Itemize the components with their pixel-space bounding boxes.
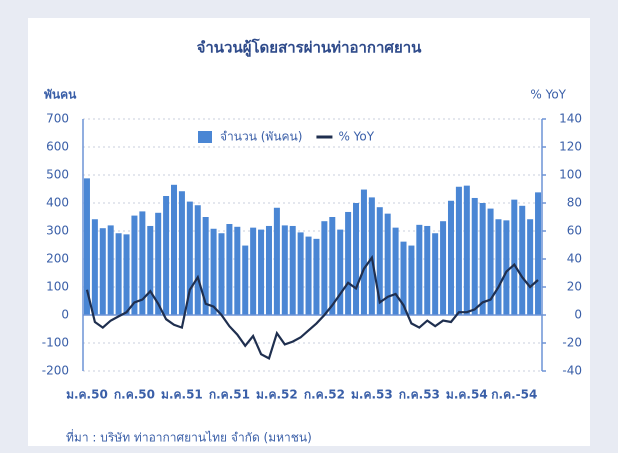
bar xyxy=(471,197,478,315)
y-tick-label: 600 xyxy=(46,140,69,154)
bar xyxy=(131,215,138,315)
x-tick-label: ก.ค.51 xyxy=(209,388,250,402)
y2-tick-label: 40 xyxy=(567,252,582,266)
legend-label: % YoY xyxy=(338,130,374,144)
y-tick-label: 700 xyxy=(46,112,69,126)
bar xyxy=(289,225,296,315)
bar xyxy=(155,212,162,315)
bar xyxy=(242,245,249,315)
legend-swatch xyxy=(198,131,212,143)
bar xyxy=(226,224,233,315)
bar xyxy=(392,227,399,315)
bar xyxy=(376,207,383,315)
x-tick-label: ก.ค.52 xyxy=(304,388,345,402)
chart-title: จำนวนผู้โดยสารผ่านท่าอากาศยาน xyxy=(197,38,423,58)
y2-tick-label: 140 xyxy=(559,112,582,126)
x-tick-label: ก.ค.-54 xyxy=(491,388,537,402)
y-tick-label: 300 xyxy=(46,224,69,238)
y-tick-label: 100 xyxy=(46,280,69,294)
bar xyxy=(297,232,304,315)
x-tick-label: ม.ค.50 xyxy=(66,388,108,402)
bar xyxy=(337,229,344,315)
bar xyxy=(202,217,209,315)
y-tick-label: -100 xyxy=(42,336,69,350)
bar xyxy=(479,203,486,315)
bar xyxy=(345,211,352,315)
y-tick-label: 200 xyxy=(46,252,69,266)
y2-tick-label: -40 xyxy=(562,364,582,378)
y2-axis-label: % YoY xyxy=(530,88,566,102)
bar xyxy=(250,227,257,315)
bar xyxy=(171,184,178,315)
x-tick-label: ก.ค.53 xyxy=(399,388,440,402)
bar xyxy=(107,225,114,315)
bar xyxy=(463,185,470,315)
x-tick-label: ม.ค.52 xyxy=(256,388,298,402)
y-tick-label: 0 xyxy=(61,308,69,322)
bar xyxy=(329,217,336,315)
x-tick-label: ม.ค.53 xyxy=(351,388,393,402)
yoy-line xyxy=(85,254,539,360)
bar xyxy=(273,207,280,315)
bar xyxy=(511,199,518,315)
bar xyxy=(186,201,193,315)
y-tick-label: 400 xyxy=(46,196,69,210)
bar xyxy=(487,208,494,315)
y2-tick-label: 120 xyxy=(559,140,582,154)
y2-tick-label: 100 xyxy=(559,168,582,182)
bar xyxy=(210,228,217,315)
y2-tick-label: 0 xyxy=(574,308,582,322)
bar xyxy=(115,233,122,315)
bar xyxy=(455,186,462,315)
bar xyxy=(519,205,526,315)
bar xyxy=(495,219,502,315)
y2-tick-label: -20 xyxy=(562,336,582,350)
x-tick-label: ม.ค.54 xyxy=(446,388,488,402)
bar xyxy=(432,233,439,315)
y-tick-label: 500 xyxy=(46,168,69,182)
y2-tick-label: 20 xyxy=(567,280,582,294)
bar xyxy=(360,189,367,315)
bar xyxy=(178,191,185,315)
bar xyxy=(321,221,328,315)
y-tick-label: -200 xyxy=(42,364,69,378)
bar xyxy=(99,228,106,315)
bar xyxy=(305,236,312,315)
bar xyxy=(163,196,170,315)
bar xyxy=(440,221,447,315)
bar xyxy=(424,225,431,315)
bar xyxy=(527,219,534,315)
bar xyxy=(384,213,391,315)
bar xyxy=(353,203,360,315)
bar xyxy=(408,245,415,315)
bar xyxy=(535,192,542,315)
bar xyxy=(83,178,90,315)
bar xyxy=(503,220,510,315)
source-note: ที่มา : บริษัท ท่าอากาศยานไทย จำกัด (มหา… xyxy=(66,429,312,445)
bar xyxy=(416,224,423,315)
bar xyxy=(123,234,130,315)
bar xyxy=(313,238,320,315)
bar xyxy=(447,200,454,315)
bar xyxy=(194,205,201,315)
x-tick-label: ม.ค.51 xyxy=(161,388,203,402)
y2-tick-label: 80 xyxy=(567,196,582,210)
bar xyxy=(265,225,272,315)
bar xyxy=(147,225,154,315)
bar xyxy=(218,233,225,315)
bar xyxy=(234,226,241,315)
bar xyxy=(91,219,98,315)
bar xyxy=(139,211,146,315)
legend-label: จำนวน (พันคน) xyxy=(220,130,302,144)
bar xyxy=(258,229,265,315)
y-axis-label: พันคน xyxy=(44,88,77,102)
bar xyxy=(400,241,407,315)
bar xyxy=(281,225,288,315)
x-tick-label: ก.ค.50 xyxy=(114,388,155,402)
y2-tick-label: 60 xyxy=(567,224,582,238)
